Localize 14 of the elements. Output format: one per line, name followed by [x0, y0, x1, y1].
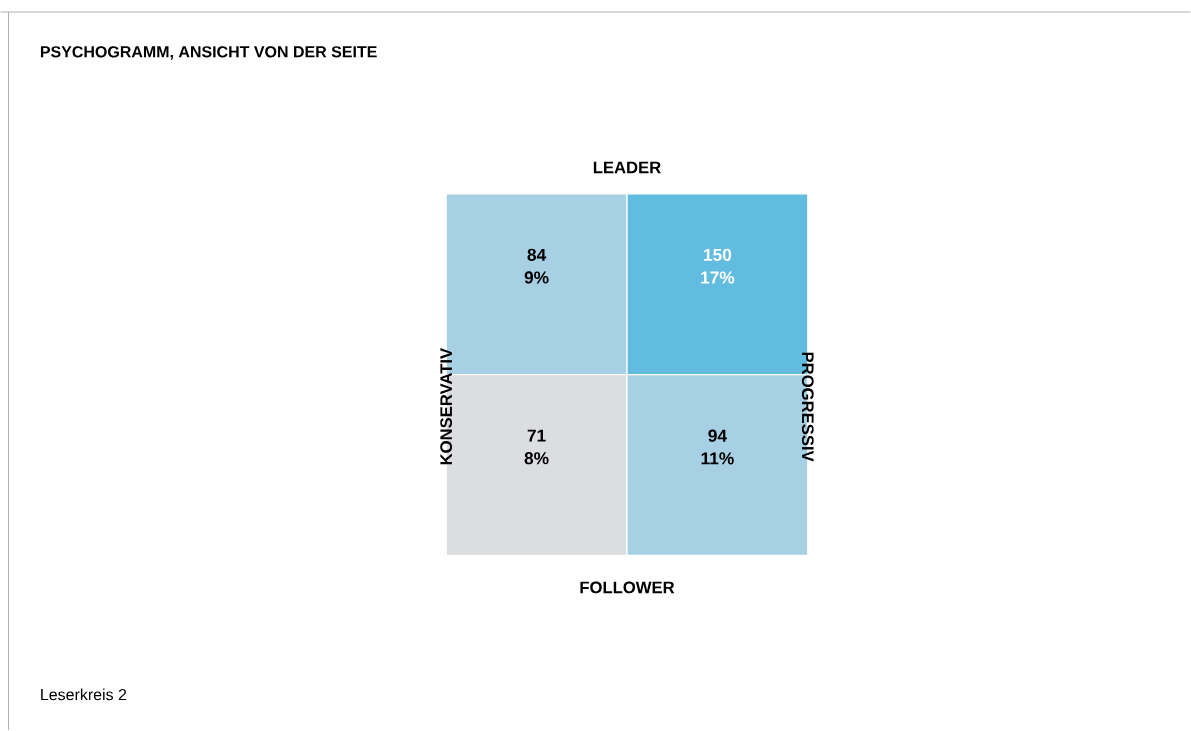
- annotation: 9%: [524, 271, 549, 284]
- x-axis-title: FOLLOWER: [580, 581, 675, 594]
- data-label: 71: [527, 429, 546, 442]
- data-label: 150: [704, 248, 732, 262]
- y2-axis-title: PROGRESSIV: [801, 352, 814, 462]
- text: PSYCHOGRAMM, ANSICHT VON DER SEITE: [40, 46, 377, 60]
- annotation: 8%: [524, 452, 549, 465]
- y-axis-title: KONSERVATIV: [440, 348, 453, 465]
- data-label: 94: [708, 429, 727, 442]
- data-label: 84: [527, 248, 547, 262]
- text: Leserkreis 2: [41, 688, 127, 701]
- x2-axis-title: LEADER: [593, 161, 661, 174]
- annotation: 17%: [701, 271, 735, 284]
- annotation: 11%: [701, 452, 734, 465]
